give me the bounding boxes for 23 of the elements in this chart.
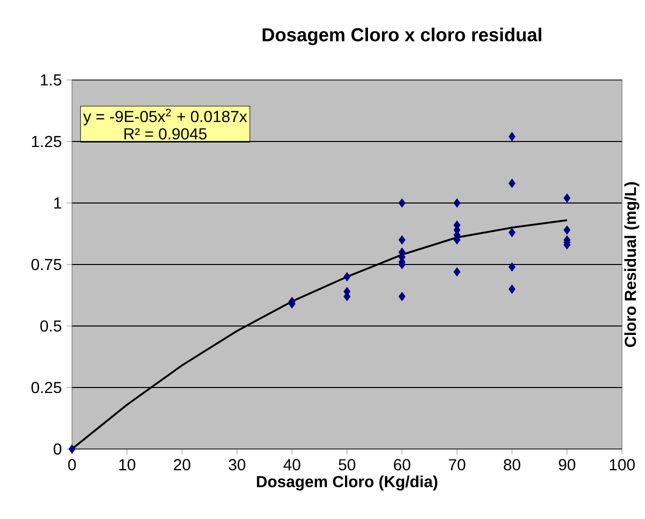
y-tick-label: 0.5 [40,320,62,332]
y-tick-label: 0.75 [31,258,62,270]
y-tick-label: 1.5 [40,74,62,86]
x-tick-label: 100 [610,459,635,470]
x-tick-label: 60 [394,459,410,470]
y-tick-label: 0 [54,443,62,455]
x-tick-label: 10 [119,459,136,470]
x-tick-label: 0 [68,459,76,470]
annotation: y = -9E-05x$^{2}$ + 0.0187x [83,108,248,126]
y-tick-label: 1.25 [32,136,62,148]
x-axis-title: Dosagem Cloro (Kg/dia) [256,476,438,491]
x-tick-label: 80 [504,459,520,470]
x-tick-label: 30 [228,459,246,470]
y-tick-label: 0.25 [31,382,62,394]
y-tick-label: 1 [54,198,62,209]
x-tick-label: 20 [174,459,190,470]
chart-title: Dosagem Cloro x cloro residual [262,28,542,46]
annotation: R² = 0.9045 [124,128,207,140]
x-tick-label: 90 [558,459,576,470]
x-tick-label: 40 [283,459,300,470]
y-axis-title: Cloro Residual (mg/L) [624,182,640,347]
x-tick-label: 70 [448,459,466,470]
x-tick-label: 50 [338,459,356,470]
